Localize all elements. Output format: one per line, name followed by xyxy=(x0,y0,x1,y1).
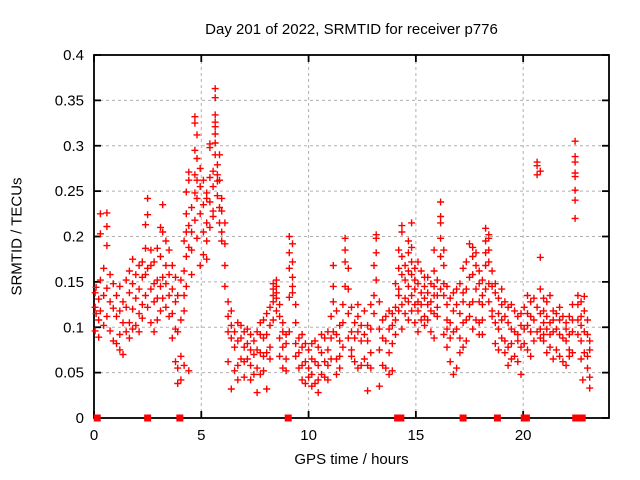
y-tick-labels: 0 0.05 0.1 0.15 0.2 0.25 0.3 0.35 0.4 xyxy=(55,47,84,427)
svg-text:0.4: 0.4 xyxy=(63,47,84,64)
svg-text:15: 15 xyxy=(408,427,425,444)
grid-lines xyxy=(94,55,609,418)
svg-text:0.25: 0.25 xyxy=(55,183,84,200)
svg-text:20: 20 xyxy=(515,427,532,444)
svg-text:10: 10 xyxy=(300,427,317,444)
svg-text:0.35: 0.35 xyxy=(55,92,84,109)
chart-title: Day 201 of 2022, SRMTID for receiver p77… xyxy=(205,21,498,38)
svg-text:0.2: 0.2 xyxy=(63,229,84,246)
tick-marks xyxy=(93,54,609,419)
svg-text:0: 0 xyxy=(76,410,84,427)
x-axis-label: GPS time / hours xyxy=(294,451,409,468)
plot-border xyxy=(93,54,610,419)
svg-text:0.3: 0.3 xyxy=(63,138,84,155)
svg-text:0.15: 0.15 xyxy=(55,274,84,291)
svg-text:0.05: 0.05 xyxy=(55,365,84,382)
data-points xyxy=(91,85,594,397)
svg-text:0.1: 0.1 xyxy=(63,319,84,336)
svg-text:0: 0 xyxy=(90,427,98,444)
baseline-markers xyxy=(93,414,586,422)
x-tick-labels: 0 5 10 15 20 xyxy=(90,427,532,444)
svg-text:5: 5 xyxy=(197,427,205,444)
